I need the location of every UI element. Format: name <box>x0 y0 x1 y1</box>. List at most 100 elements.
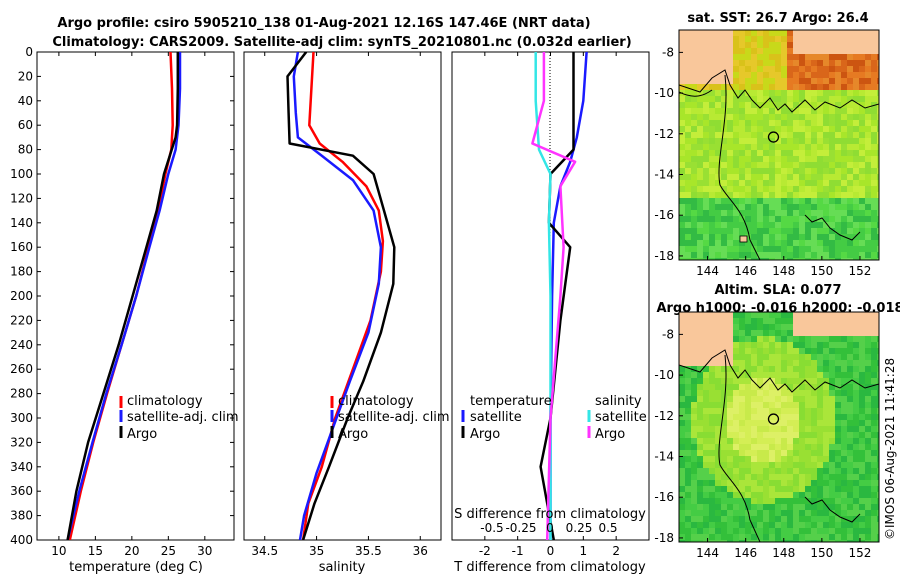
depth-tick-label: 260 <box>10 362 33 376</box>
heatmap-cell <box>811 222 817 228</box>
heatmap-cell <box>775 474 781 480</box>
heatmap-cell <box>745 258 751 260</box>
heatmap-cell <box>865 516 871 522</box>
heatmap-cell <box>757 480 763 486</box>
heatmap-cell <box>703 198 709 204</box>
heatmap-cell <box>817 420 823 426</box>
heatmap-cell <box>829 462 835 468</box>
heatmap-cell <box>715 192 721 198</box>
heatmap-cell <box>859 492 865 498</box>
heatmap-cell <box>733 540 739 542</box>
heatmap-cell <box>841 54 847 60</box>
heatmap-cell <box>733 348 739 354</box>
heatmap-cell <box>757 378 763 384</box>
heatmap-cell <box>811 60 817 66</box>
heatmap-cell <box>877 336 879 342</box>
heatmap-cell <box>697 438 703 444</box>
heatmap-cell <box>805 504 811 510</box>
heatmap-cell <box>775 30 781 36</box>
heatmap-cell <box>721 420 727 426</box>
heatmap-cell <box>703 408 709 414</box>
heatmap-cell <box>805 462 811 468</box>
heatmap-cell <box>697 240 703 246</box>
map-y-tick-label: -14 <box>654 450 674 464</box>
heatmap-cell <box>859 54 865 60</box>
heatmap-cell <box>829 474 835 480</box>
salinity-series <box>286 52 396 540</box>
heatmap-cell <box>751 540 757 542</box>
heatmap-cell <box>829 480 835 486</box>
heatmap-cell <box>811 186 817 192</box>
heatmap-cell <box>871 234 877 240</box>
heatmap-cell <box>787 60 793 66</box>
heatmap-cell <box>757 372 763 378</box>
heatmap-cell <box>757 348 763 354</box>
difference-x-ticks: -2 -1 0 1 2 <box>479 52 620 558</box>
heatmap-cell <box>739 30 745 36</box>
heatmap-cell <box>709 222 715 228</box>
heatmap-cell <box>811 474 817 480</box>
sla-map-ticks: 144 146 148 150 152-8-10-12-14-16-18 <box>654 327 871 560</box>
heatmap-cell <box>841 144 847 150</box>
heatmap-cell <box>685 174 691 180</box>
heatmap-cell <box>817 450 823 456</box>
heatmap-cell <box>769 72 775 78</box>
heatmap-cell <box>739 366 745 372</box>
heatmap-cell <box>727 420 733 426</box>
heatmap-cell <box>757 534 763 540</box>
heatmap-cell <box>859 396 865 402</box>
heatmap-cell <box>787 444 793 450</box>
heatmap-cell <box>871 384 877 390</box>
heatmap-cell <box>769 522 775 528</box>
heatmap-cell <box>877 54 879 60</box>
heatmap-cell <box>865 222 871 228</box>
heatmap-cell <box>835 342 841 348</box>
heatmap-cell <box>751 534 757 540</box>
heatmap-cell <box>739 456 745 462</box>
heatmap-cell <box>853 96 859 102</box>
heatmap-cell <box>727 186 733 192</box>
heatmap-cell <box>853 72 859 78</box>
heatmap-cell <box>817 102 823 108</box>
heatmap-cell <box>751 360 757 366</box>
heatmap-cell <box>727 162 733 168</box>
heatmap-cell <box>823 408 829 414</box>
heatmap-cell <box>865 216 871 222</box>
heatmap-cell <box>865 168 871 174</box>
heatmap-cell <box>841 150 847 156</box>
heatmap-cell <box>853 444 859 450</box>
heatmap-cell <box>787 180 793 186</box>
heatmap-cell <box>751 348 757 354</box>
heatmap-cell <box>841 468 847 474</box>
heatmap-cell <box>727 414 733 420</box>
heatmap-cell <box>721 486 727 492</box>
heatmap-cell <box>685 450 691 456</box>
heatmap-cell <box>787 246 793 252</box>
heatmap-cell <box>715 492 721 498</box>
heatmap-cell <box>739 318 745 324</box>
heatmap-cell <box>787 156 793 162</box>
heatmap-cell <box>763 330 769 336</box>
heatmap-cell <box>769 54 775 60</box>
heatmap-cell <box>835 462 841 468</box>
heatmap-cell <box>871 222 877 228</box>
heatmap-cell <box>769 486 775 492</box>
map-y-tick-label: -10 <box>654 368 674 382</box>
heatmap-cell <box>763 54 769 60</box>
heatmap-cell <box>841 486 847 492</box>
heatmap-cell <box>787 348 793 354</box>
heatmap-cell <box>853 150 859 156</box>
heatmap-cell <box>811 246 817 252</box>
heatmap-cell <box>841 162 847 168</box>
heatmap-cell <box>775 192 781 198</box>
heatmap-cell <box>823 126 829 132</box>
heatmap-cell <box>853 126 859 132</box>
heatmap-cell <box>787 408 793 414</box>
heatmap-cell <box>715 534 721 540</box>
heatmap-cell <box>709 234 715 240</box>
heatmap-cell <box>721 156 727 162</box>
heatmap-cell <box>697 162 703 168</box>
heatmap-cell <box>727 84 733 90</box>
heatmap-cell <box>691 504 697 510</box>
heatmap-cell <box>781 534 787 540</box>
